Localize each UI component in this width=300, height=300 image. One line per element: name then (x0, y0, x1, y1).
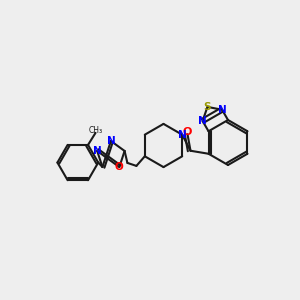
Text: N: N (93, 146, 102, 156)
Text: N: N (178, 130, 187, 140)
Text: N: N (218, 105, 226, 115)
Text: N: N (198, 116, 207, 126)
Text: S: S (204, 102, 211, 112)
Text: O: O (115, 162, 124, 172)
Text: O: O (183, 127, 192, 137)
Text: N: N (106, 136, 115, 146)
Text: CH₃: CH₃ (89, 126, 103, 135)
